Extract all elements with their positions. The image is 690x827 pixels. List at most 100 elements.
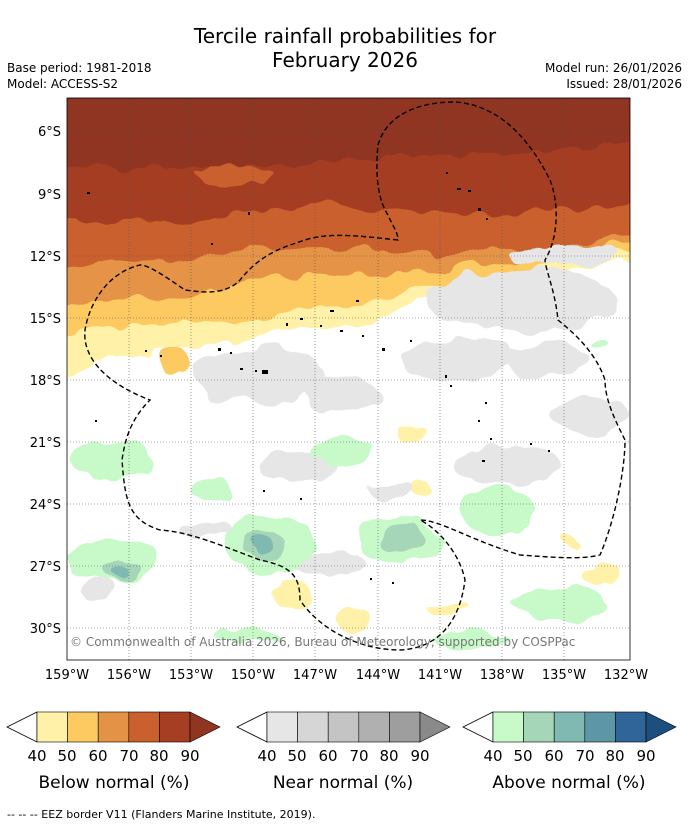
near-40-patch-2: [510, 243, 620, 267]
lon-label-132w: 132°W: [604, 668, 648, 683]
legend-below-swatch: [36, 711, 68, 743]
near-40-patch-1: [425, 270, 615, 330]
legend-near-tick: 80: [379, 747, 398, 765]
lon-label-147w: 147°W: [293, 668, 337, 683]
lat-label-15s: 15°S: [30, 312, 61, 327]
chart-title: Tercile rainfall probabilities for Febru…: [0, 24, 690, 72]
above-40-patch-6: [70, 440, 150, 480]
legend-below-swatch: [159, 711, 191, 743]
legend-below-tick: 90: [180, 747, 199, 765]
legend-near-arrow-high: [419, 711, 451, 743]
legend-below-swatch: [128, 711, 160, 743]
legend-below-tick: 80: [149, 747, 168, 765]
lat-label-27s: 27°S: [30, 560, 61, 575]
legend-near-swatch: [327, 711, 360, 743]
below-40-patch-7: [560, 534, 580, 548]
legend-above-swatch: [523, 711, 555, 743]
lat-axis: 6°S 9°S 12°S 15°S 18°S 21°S 24°S 27°S 30…: [30, 125, 61, 637]
legend-near-swatch: [358, 711, 390, 743]
below-40-patch-3: [268, 584, 312, 608]
legend-above-swatch: [615, 711, 647, 743]
legend-below-arrow-low: [6, 711, 38, 743]
eez-border: [84, 101, 626, 651]
legend-above-arrow-high: [645, 711, 677, 743]
legend-above-swatch: [553, 711, 586, 743]
legend-below-swatch: [97, 711, 130, 743]
above-40-patch-4: [462, 488, 538, 532]
above-50-patch-2: [385, 526, 425, 554]
legend-above-swatch: [584, 711, 616, 743]
below-40-patch-1: [398, 422, 426, 440]
legend-near-tick: 60: [318, 747, 337, 765]
legend-above-tick: 50: [513, 747, 532, 765]
above-40-patch-5: [510, 589, 610, 621]
legend-below-label: Below normal (%): [39, 773, 190, 793]
lon-axis: 159°W 156°W 153°W 150°W 147°W 144°W 141°…: [45, 668, 648, 683]
legend-near-label: Near normal (%): [273, 773, 413, 793]
legend-above-tick: 60: [544, 747, 563, 765]
legend-below-swatches: [36, 711, 221, 743]
model-name: Model: ACCESS-S2: [7, 77, 119, 91]
lat-label-6s: 6°S: [38, 125, 61, 140]
rainfall-map: © Commonwealth of Australia 2026, Bureau…: [6, 97, 677, 793]
above-60-patch-1: [253, 534, 273, 552]
near-40-patch-5: [405, 338, 515, 382]
legend-near-swatch: [297, 711, 329, 743]
below-60-patch: [162, 350, 190, 376]
legend-near-tick: 90: [410, 747, 429, 765]
legend-below-swatch: [67, 711, 99, 743]
legend-near-tick: 50: [287, 747, 306, 765]
above-40-patch-9: [430, 630, 510, 650]
gridlines: [67, 98, 630, 660]
below-40-patch-6: [427, 606, 463, 618]
lon-label-150w: 150°W: [231, 668, 275, 683]
map-frame: [66, 97, 631, 661]
above-40-patch-11: [220, 627, 280, 643]
below-40-patch-4: [338, 606, 366, 634]
legend-above-tick: 80: [605, 747, 624, 765]
near-40-patch-8: [555, 397, 625, 433]
above-60-patch-2: [110, 564, 130, 576]
lat-label-18s: 18°S: [30, 374, 61, 389]
near-40-patch-11: [290, 555, 370, 575]
eez-footnote: -- -- -- EEZ border V11 (Flanders Marine…: [7, 808, 316, 821]
legend-near-swatch: [266, 711, 298, 743]
lon-label-153w: 153°W: [169, 668, 213, 683]
lon-label-144w: 144°W: [356, 668, 400, 683]
legend-above-label: Above normal (%): [492, 773, 645, 793]
legend-near-arrow-low: [236, 711, 268, 743]
title-line-1: Tercile rainfall probabilities for: [193, 24, 497, 48]
probability-shading: [67, 98, 630, 650]
lat-label-21s: 21°S: [30, 436, 61, 451]
lat-label-30s: 30°S: [30, 622, 61, 637]
below-90-band: [67, 98, 630, 169]
lat-label-24s: 24°S: [30, 498, 61, 513]
legend-near-swatch: [389, 711, 421, 743]
lon-label-141w: 141°W: [418, 668, 462, 683]
below-40-patch-2: [410, 482, 434, 502]
near-40-patch-6: [505, 342, 585, 378]
near-40-patch-12: [77, 580, 113, 600]
copyright-text: © Commonwealth of Australia 2026, Bureau…: [70, 635, 575, 649]
lat-label-9s: 9°S: [38, 188, 61, 203]
legend-above-arrow-low: [462, 711, 494, 743]
legend-below: 40 50 60 70 80 90 Below normal (%): [6, 711, 221, 793]
near-40-patch-7: [455, 445, 565, 485]
legend-below-tick: 40: [27, 747, 46, 765]
legend-above-tick: 40: [483, 747, 502, 765]
below-70-patch: [197, 165, 273, 185]
above-40-patch-7: [312, 432, 368, 468]
near-40-patch-3: [190, 347, 330, 403]
legend-above: 40 50 60 70 80 90 Above normal (%): [462, 711, 677, 793]
lon-label-156w: 156°W: [107, 668, 151, 683]
legend-above-swatches: [492, 711, 677, 743]
legend-above-swatch: [492, 711, 524, 743]
issued-date: Issued: 28/01/2026: [566, 77, 682, 91]
above-40-patch-8: [188, 480, 232, 500]
legend-near: 40 50 60 70 80 90 Near normal (%): [236, 711, 451, 793]
legend-above-tick: 70: [575, 747, 594, 765]
near-40-patch-10: [177, 522, 233, 538]
model-run: Model run: 26/01/2026: [544, 61, 682, 75]
near-40-patch-4: [305, 377, 385, 413]
lon-label-135w: 135°W: [542, 668, 586, 683]
